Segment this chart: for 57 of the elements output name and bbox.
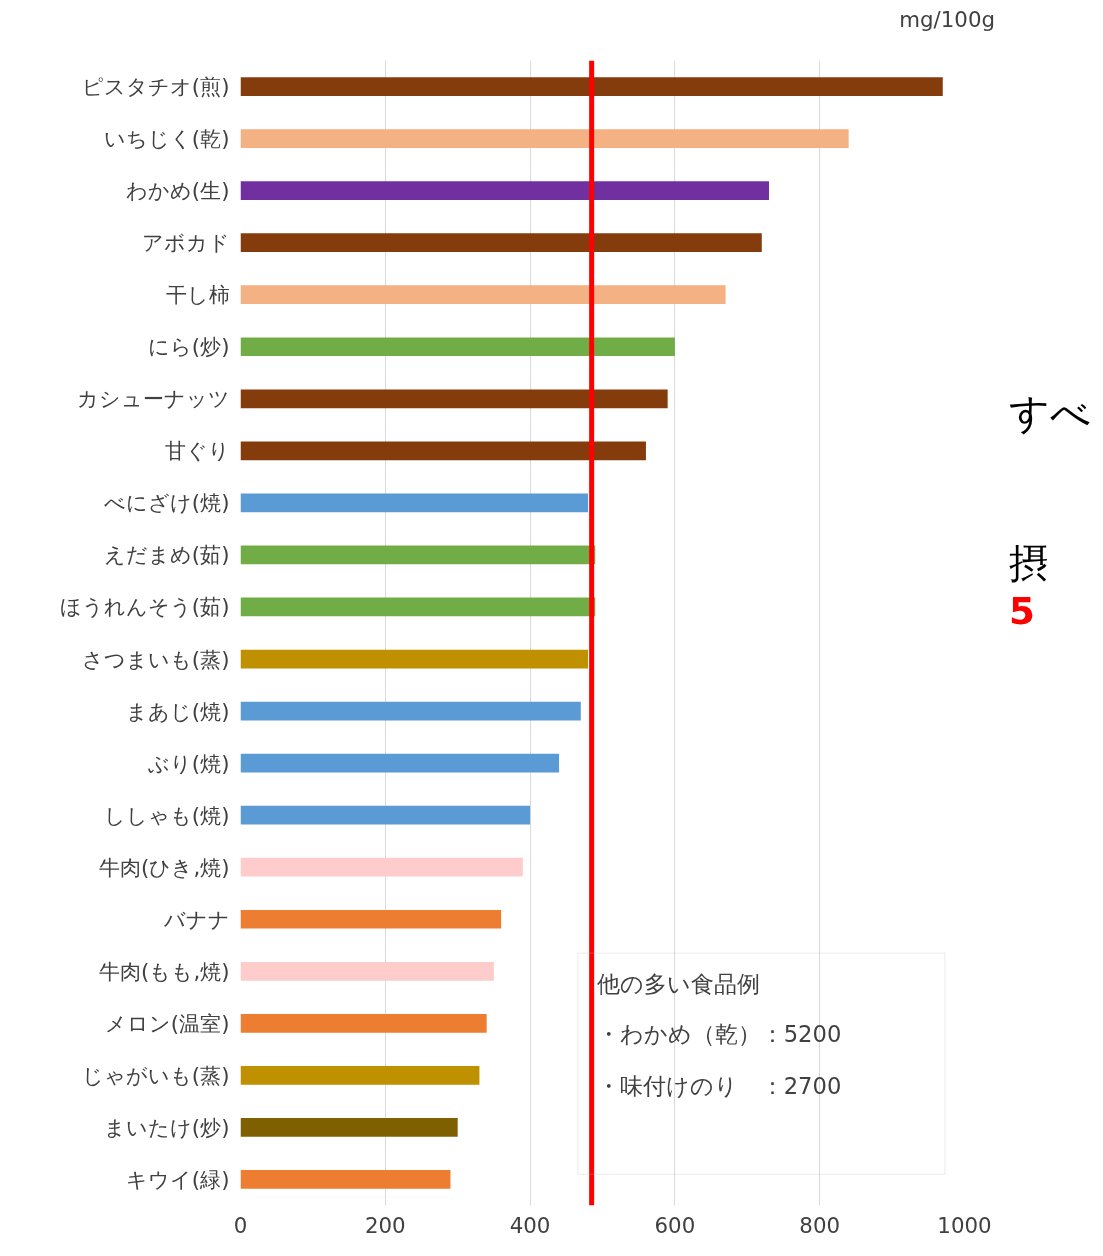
bar [240,441,646,461]
y-tick-label: じゃがいも(蒸) [81,1062,230,1088]
bar [240,129,849,148]
y-tick-label: いちじく(乾) [103,126,230,152]
y-tick-label: バナナ [162,906,230,932]
bar [240,857,523,877]
y-tick-label: アボカド [141,230,230,256]
annotation: ・味付けのり ：2700 [596,1072,842,1099]
bar [240,961,494,981]
y-tick-label: 牛肉(ひき,焼) [99,854,230,880]
x-tick-label: 600 [654,1212,696,1238]
y-tick-label: べにざけ(焼) [103,490,230,516]
bar [240,1013,487,1033]
x-tick-label: 200 [364,1212,406,1238]
bar [240,701,581,721]
y-tick-label: さつまいも(蒸) [81,646,230,672]
annotation: ・わかめ（乾）：5200 [596,1020,842,1047]
bar [240,597,596,617]
bar [240,545,596,565]
y-tick-label: えだまめ(茹) [103,542,230,568]
text: 摂 [1009,540,1049,586]
y-tick-label: ピスタチオ(煎) [81,74,230,100]
x-tick-label: 1000 [937,1212,992,1238]
bar [240,337,675,357]
y-tick-label: 干し柿 [165,282,230,308]
y-tick-label: にら(炒) [147,334,230,360]
y-tick-label: カシューナッツ [76,386,230,412]
x-tick-label: 400 [509,1212,551,1238]
y-tick-label: メロン(温室) [104,1010,230,1036]
bar [240,181,770,200]
bar [240,389,668,409]
bar [240,753,560,773]
bar [240,285,726,305]
annotation: 他の多い食品例 [596,971,760,998]
bar [240,77,943,96]
bar [240,1066,480,1085]
y-tick-label: まいたけ(炒) [103,1114,230,1140]
y-tick-label: ほうれんそう(茹) [59,594,230,620]
x-tick-label: 800 [799,1212,841,1238]
bar [240,1170,451,1189]
y-tick-label: まあじ(焼) [125,698,230,724]
bar [240,1118,458,1137]
bar [240,805,531,825]
y-tick-label: ぶり(焼) [147,750,230,776]
bar [240,233,762,253]
y-tick-label: 牛肉(もも,焼) [99,958,230,984]
x-tick-label: 0 [233,1212,248,1238]
bar [240,649,589,669]
y-tick-label: わかめ(生) [125,178,230,204]
text: mg/100g [899,6,995,34]
y-tick-label: 甘ぐり [164,438,230,464]
bar [240,909,502,929]
text: 5 [1009,588,1035,635]
y-tick-label: キウイ(緑) [125,1166,230,1192]
text: すべ [1009,389,1091,438]
bar [240,493,589,513]
y-tick-label: ししゃも(焼) [103,802,230,828]
